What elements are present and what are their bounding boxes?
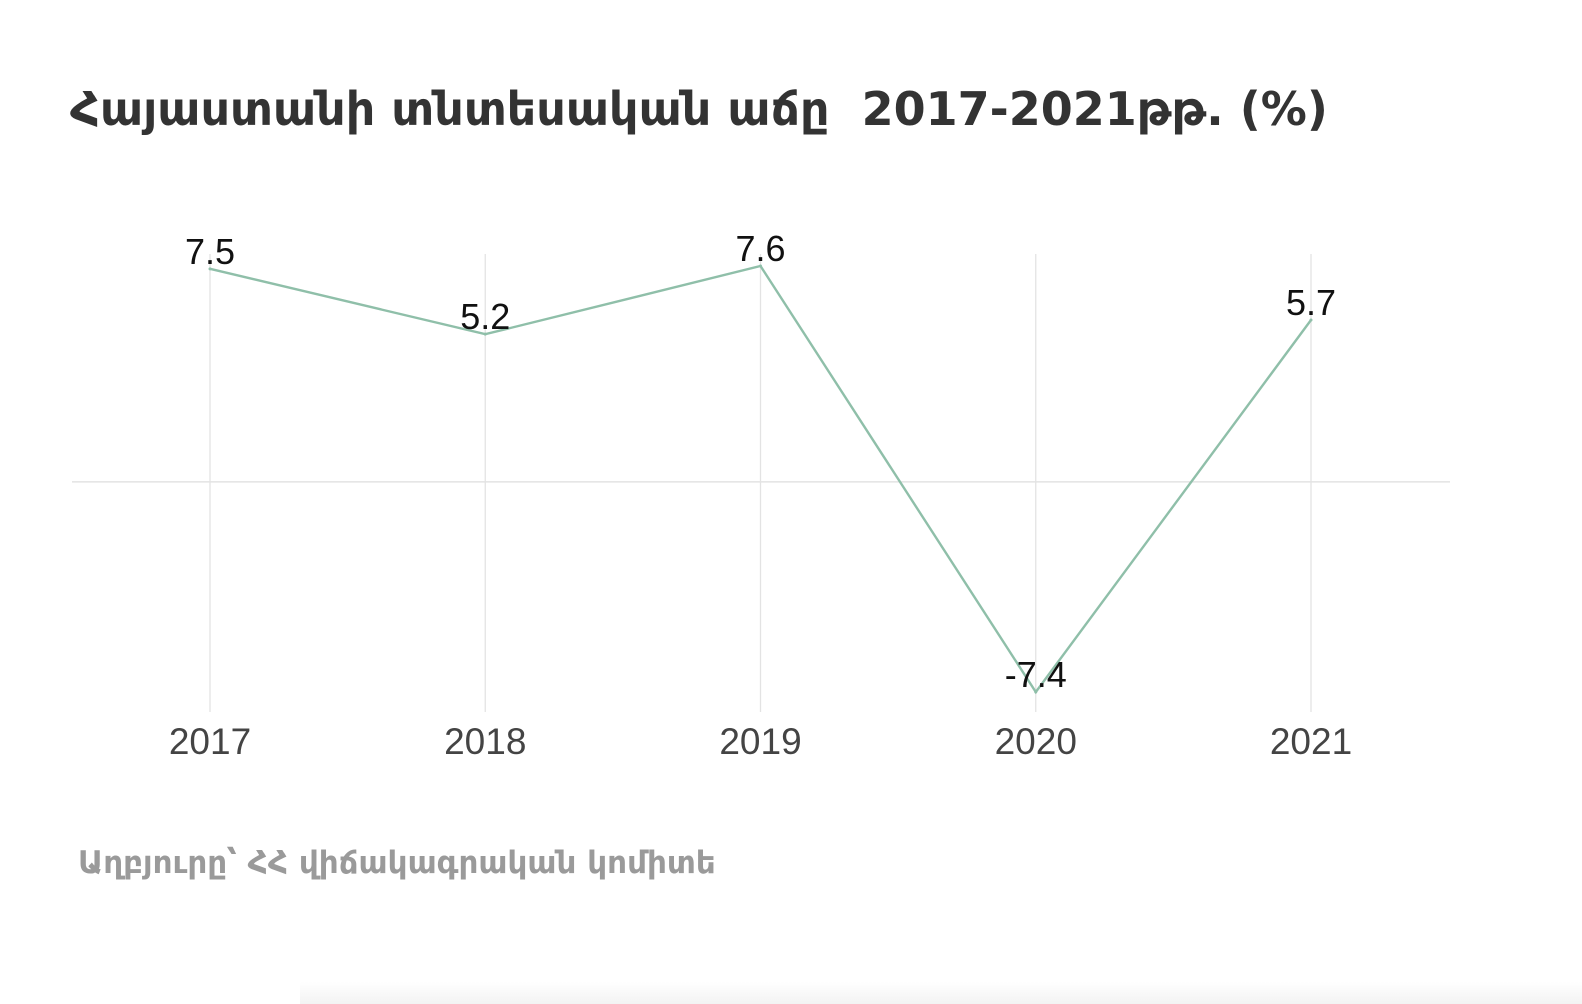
x-tick-label: 2021: [1270, 721, 1352, 762]
x-axis-ticks: 2017 2018 2019 2020 2021: [169, 721, 1352, 762]
x-tick-label: 2017: [169, 721, 251, 762]
chart-title: Հայաստանի տնտեսական աճը 2017-2021թթ. (%): [70, 82, 1328, 136]
data-point: [759, 264, 762, 268]
data-label: -7.4: [1005, 654, 1067, 695]
x-tick-label: 2019: [719, 721, 801, 762]
data-label: 7.5: [185, 231, 235, 272]
bottom-edge-shade: [300, 982, 1582, 1004]
data-point: [1309, 318, 1313, 322]
grid-layer: [72, 254, 1450, 712]
data-point: [208, 267, 212, 271]
x-tick-label: 2018: [444, 721, 526, 762]
series-line-layer: [208, 264, 1313, 695]
x-tick-label: 2020: [995, 721, 1077, 762]
source-note: Աղբյուրը՝ ՀՀ վիճակագրական կոմիտե: [78, 845, 716, 881]
data-label-layer: 7.5 5.2 7.6 -7.4 5.7: [185, 228, 1336, 695]
data-label: 7.6: [735, 228, 785, 269]
data-point: [1034, 690, 1038, 694]
data-label: 5.2: [460, 296, 510, 337]
data-point: [483, 332, 487, 336]
data-label: 5.7: [1286, 282, 1336, 323]
